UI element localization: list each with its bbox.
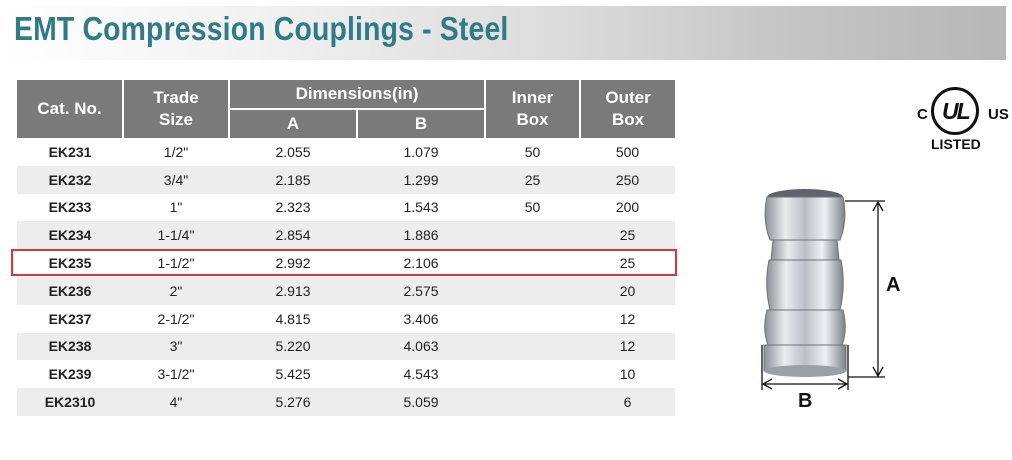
dim-b-cell: 2.106 <box>403 255 439 272</box>
ul-c-text: C <box>917 106 928 123</box>
dim-a-cell: 5.276 <box>229 388 357 416</box>
header-cat-no: Cat. No. <box>17 80 123 138</box>
dimension-a-line <box>845 200 885 378</box>
cat-no-cell: EK234 <box>17 221 123 250</box>
dim-a-cell: 2.185 <box>229 165 357 194</box>
dim-a-cell: 4.815 <box>275 310 311 327</box>
cat-no-cell: EK233 <box>48 199 92 216</box>
inner-box-cell <box>485 221 581 250</box>
dim-b-cell: 5.059 <box>357 388 486 416</box>
table-row: EK239 3-1/2" 5.425 4.543 10 <box>17 360 675 388</box>
inner-box-cell: 50 <box>524 143 541 160</box>
header-outer-box-label: Box <box>611 110 645 129</box>
ul-listed-mark: C UL US LISTED <box>915 78 1012 158</box>
header-outer-label: Outer <box>605 88 651 107</box>
header-trade-size: Trade Size <box>122 80 229 138</box>
ul-circle <box>931 87 979 135</box>
dim-b-cell: 1.543 <box>403 199 439 216</box>
dim-a-cell: 5.220 <box>229 332 357 361</box>
trade-size-cell: 1" <box>169 199 183 216</box>
table-row: EK235 1-1/2" 2.992 2.106 25 <box>17 249 675 277</box>
dim-b-cell: 4.543 <box>403 366 439 383</box>
dim-b-cell: 1.886 <box>357 221 486 250</box>
dim-b-cell: 1.299 <box>357 165 486 194</box>
inner-box-cell: 50 <box>524 199 541 216</box>
header-dim-a: A <box>228 108 357 138</box>
dim-b-cell: 2.575 <box>357 276 486 305</box>
table-row: EK233 1" 2.323 1.543 50 200 <box>17 194 675 222</box>
dim-a-cell: 5.425 <box>275 366 311 383</box>
table-row: EK234 1-1/4" 2.854 1.886 25 <box>17 221 676 250</box>
outer-box-cell: 25 <box>619 255 636 272</box>
trade-size-cell: 3/4" <box>123 165 229 194</box>
table-row: EK236 2" 2.913 2.575 20 <box>17 276 676 305</box>
dim-a-cell: 2.992 <box>275 255 311 272</box>
outer-box-cell: 10 <box>619 366 636 383</box>
inner-box-cell: 25 <box>485 165 581 194</box>
ul-letters: UL <box>942 98 971 124</box>
header-inner-box-label: Box <box>516 110 549 129</box>
page-title: EMT Compression Couplings - Steel <box>14 10 509 47</box>
inner-box-cell <box>485 360 580 388</box>
header-dimensions: Dimensions(in) <box>227 80 486 109</box>
cat-no-cell: EK2310 <box>17 388 123 416</box>
header-inner-box: Inner Box <box>484 80 581 138</box>
trade-size-cell: 2-1/2" <box>157 310 195 327</box>
cat-no-cell: EK231 <box>48 143 92 160</box>
trade-size-cell: 1-1/2" <box>157 255 195 272</box>
trade-size-cell: 3" <box>123 332 229 361</box>
title-banner <box>0 6 1006 60</box>
outer-box-cell: 200 <box>615 199 640 216</box>
row-highlight-box <box>11 249 677 276</box>
header-dim-b: B <box>355 108 486 138</box>
header-size-label: Size <box>158 110 194 129</box>
inner-box-cell <box>485 388 581 416</box>
table-row: EK232 3/4" 2.185 1.299 25 250 <box>17 165 676 194</box>
dimension-a-label: A <box>886 274 901 296</box>
dim-a-cell: 2.323 <box>275 199 311 216</box>
dimension-b-label: B <box>798 390 813 412</box>
dim-b-cell: 1.079 <box>403 143 439 160</box>
outer-box-cell: 12 <box>580 332 676 361</box>
table-row: EK2310 4" 5.276 5.059 6 <box>17 388 676 416</box>
dim-a-cell: 2.854 <box>229 221 357 250</box>
inner-box-cell <box>485 305 580 333</box>
coupling-illustration <box>761 189 885 390</box>
outer-box-cell: 25 <box>580 221 676 250</box>
table-row: EK231 1/2" 2.055 1.079 50 500 <box>17 138 675 166</box>
dim-b-cell: 3.406 <box>403 310 439 327</box>
table-row: EK237 2-1/2" 4.815 3.406 12 <box>17 305 675 333</box>
cat-no-cell: EK239 <box>48 366 92 383</box>
outer-box-cell: 20 <box>580 276 676 305</box>
coupling-body <box>763 189 847 377</box>
outer-box-cell: 250 <box>580 165 676 194</box>
trade-size-cell: 4" <box>123 388 229 416</box>
cat-no-cell: EK238 <box>17 332 123 361</box>
dim-a-cell: 2.913 <box>229 276 357 305</box>
outer-box-cell: 6 <box>580 388 676 416</box>
outer-box-cell: 500 <box>615 143 640 160</box>
trade-size-cell: 2" <box>123 276 229 305</box>
table-row: EK238 3" 5.220 4.063 12 <box>17 332 676 361</box>
cat-no-cell: EK232 <box>17 165 123 194</box>
cat-no-cell: EK237 <box>48 310 92 327</box>
dim-b-cell: 4.063 <box>357 332 486 361</box>
header-trade-label: Trade <box>153 88 199 107</box>
inner-box-cell <box>485 332 581 361</box>
ul-us-text: US <box>988 106 1009 123</box>
header-outer-box: Outer Box <box>579 80 676 138</box>
cat-no-cell: EK236 <box>17 276 123 305</box>
inner-box-cell <box>485 276 581 305</box>
trade-size-cell: 3-1/2" <box>157 366 195 383</box>
header-inner-label: Inner <box>511 88 554 107</box>
trade-size-cell: 1/2" <box>163 143 189 160</box>
ul-listed-text: LISTED <box>931 136 981 152</box>
trade-size-cell: 1-1/4" <box>123 221 229 250</box>
outer-box-cell: 12 <box>619 310 636 327</box>
dim-a-cell: 2.055 <box>275 143 311 160</box>
cat-no-cell: EK235 <box>48 255 92 272</box>
dimension-b-line <box>761 345 849 390</box>
spec-table: Cat. No. Trade Size Dimensions(in) Inner… <box>17 80 676 416</box>
